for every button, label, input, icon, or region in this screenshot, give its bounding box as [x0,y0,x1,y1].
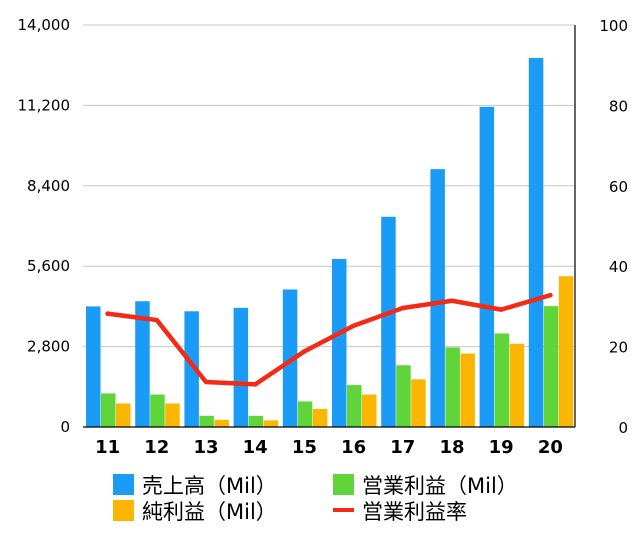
x-tick-label: 12 [144,437,169,458]
y-left-tick-label: 14,000 [18,16,71,34]
bar-sales [479,106,495,427]
x-tick-label: 20 [538,437,563,458]
x-tick-label: 17 [390,437,415,458]
legend-label-operating-profit: 営業利益（Mil） [362,474,518,498]
grid-layer [83,24,575,348]
bar-sales [233,307,249,427]
line-point-operating-margin [499,307,504,312]
bar-sales [381,216,396,427]
bar-sales [528,58,544,428]
x-tick-label: 15 [292,437,317,458]
line-point-operating-margin [351,323,356,328]
bar-net-profit [312,408,328,427]
legend-swatch-net-profit [113,500,134,521]
bar-layer [86,58,574,428]
bar-sales [184,311,199,427]
bar-net-profit [362,394,377,427]
x-tick-label: 19 [489,437,514,458]
y-right-tick-label: 20 [609,339,628,357]
bar-net-profit [165,403,180,427]
bar-operating-profit [101,393,116,427]
bar-operating-profit [543,306,559,427]
bar-net-profit [263,420,279,427]
line-point-operating-margin [302,349,307,354]
bar-sales [430,169,445,427]
line-point-operating-margin [400,305,405,311]
y-left-tick-label: 5,600 [27,257,70,275]
bar-operating-profit [199,415,214,427]
x-tick-label: 18 [439,437,464,458]
bar-operating-profit [396,365,411,427]
x-tick-label: 14 [243,437,268,458]
bar-operating-profit [297,401,313,427]
bar-net-profit [460,353,475,427]
bar-net-profit [214,419,229,427]
legend: 売上高（Mil） 営業利益（Mil） 純利益（Mil） 営業利益率 [113,474,518,524]
y-right-tick-label: 100 [599,17,628,35]
y-left-tick-label: 0 [60,418,70,436]
bar-sales [282,289,298,427]
legend-label-sales: 売上高（Mil） [142,474,277,498]
line-operating-margin [105,292,553,387]
line-point-operating-margin [105,311,110,316]
bar-operating-profit [248,415,264,427]
line-point-operating-margin [203,379,209,385]
axis-layer: 0 2,800 5,600 8,400 11,200 14,000 0 20 40 60 80 100… [18,16,629,458]
bar-net-profit [116,403,131,427]
line-point-operating-margin [548,292,553,298]
bar-net-profit [509,343,525,427]
line-point-operating-margin [253,382,258,387]
x-tick-label: 16 [341,437,366,458]
line-point-operating-margin [449,298,455,303]
legend-label-net-profit: 純利益（Mil） [142,500,277,524]
legend-label-operating-margin: 営業利益率 [362,500,467,524]
bar-sales [332,259,347,427]
y-left-tick-label: 8,400 [27,177,70,195]
y-right-tick-label: 0 [618,419,628,437]
line-point-operating-margin [154,317,159,323]
y-right-tick-label: 80 [609,97,628,115]
y-right-tick-label: 40 [609,258,628,276]
bar-net-profit [558,276,574,427]
legend-swatch-sales [113,474,134,495]
bar-operating-profit [347,385,362,427]
bar-operating-profit [150,394,165,427]
line-layer [105,292,553,387]
bar-operating-profit [445,347,460,427]
y-right-tick-label: 60 [609,178,628,196]
x-tick-label: 11 [95,437,120,458]
x-tick-label: 13 [193,437,218,458]
y-left-tick-label: 11,200 [18,96,71,114]
bar-operating-profit [494,333,510,427]
bar-net-profit [411,379,426,427]
legend-swatch-operating-profit [333,474,354,495]
bar-sales [86,306,101,427]
y-left-tick-label: 2,800 [27,338,70,356]
bar-sales [135,301,150,427]
